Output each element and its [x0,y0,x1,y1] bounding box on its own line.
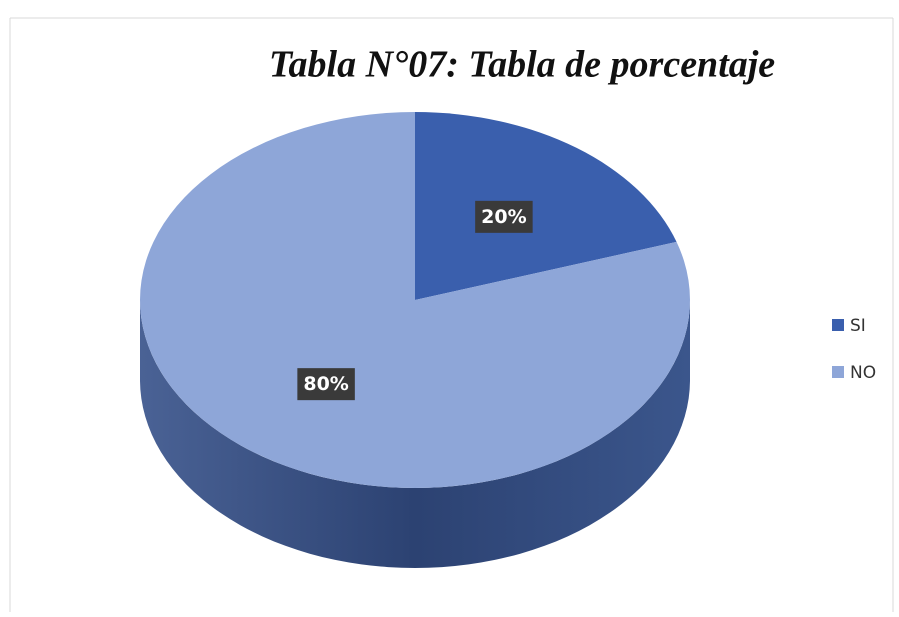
data-label-box [297,368,355,401]
data-label-box [475,200,533,233]
pie-slice [415,112,677,300]
pie-side [140,300,690,568]
legend-label: SI [850,316,866,336]
legend-swatch [832,366,844,378]
legend-label: NO [850,363,876,383]
legend-swatch [832,319,844,331]
pie-slice [139,112,690,488]
chart-title: Tabla N°07: Tabla de porcentaje [269,44,775,86]
data-label: 80% [303,373,348,395]
data-label: 20% [481,206,526,228]
